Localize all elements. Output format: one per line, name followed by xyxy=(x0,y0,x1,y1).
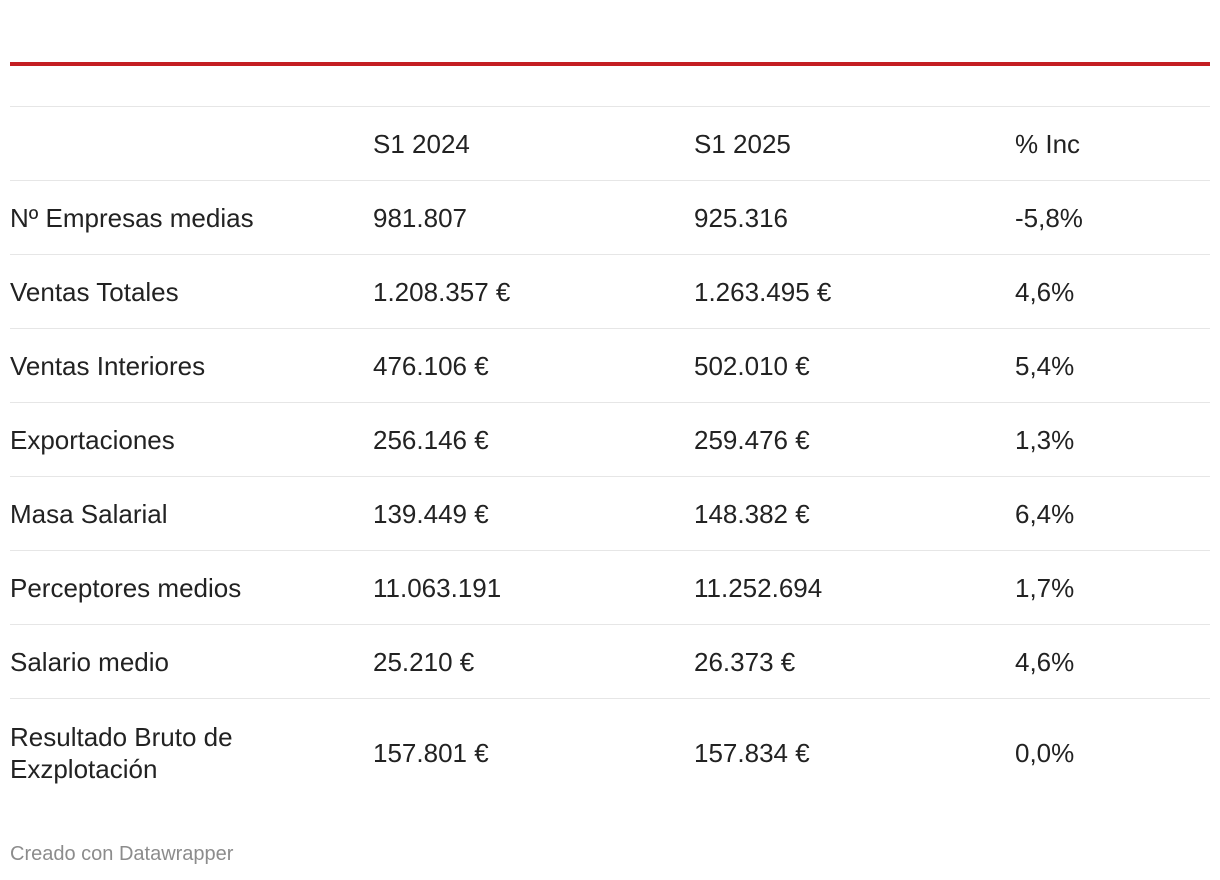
cell-s1-2025: 1.263.495 € xyxy=(694,276,832,307)
header-cell-s1-2025: S1 2025 xyxy=(694,128,791,159)
table-row: Ventas Interiores 476.106 € 502.010 € 5,… xyxy=(10,329,1210,403)
cell-pct-inc: 1,3% xyxy=(1015,424,1075,455)
cell-pct-inc: 4,6% xyxy=(1015,646,1075,677)
accent-rule xyxy=(10,62,1210,66)
cell-s1-2025: 925.316 xyxy=(694,202,788,233)
table-row: Exportaciones 256.146 € 259.476 € 1,3% xyxy=(10,403,1210,477)
table-row: Masa Salarial 139.449 € 148.382 € 6,4% xyxy=(10,477,1210,551)
table-row: Nº Empresas medias 981.807 925.316 -5,8% xyxy=(10,181,1210,255)
cell-s1-2024: 157.801 € xyxy=(373,737,489,768)
row-label: Nº Empresas medias xyxy=(10,202,254,233)
row-label: Ventas Totales xyxy=(10,276,179,307)
cell-s1-2024: 1.208.357 € xyxy=(373,276,511,307)
cell-s1-2024: 256.146 € xyxy=(373,424,489,455)
row-label: Exportaciones xyxy=(10,424,175,455)
data-table: S1 2024 S1 2025 % Inc Nº Empresas medias… xyxy=(10,106,1210,807)
cell-s1-2024: 25.210 € xyxy=(373,646,475,677)
row-label: Masa Salarial xyxy=(10,498,168,529)
table-row: Perceptores medios 11.063.191 11.252.694… xyxy=(10,551,1210,625)
cell-pct-inc: -5,8% xyxy=(1015,202,1083,233)
cell-pct-inc: 5,4% xyxy=(1015,350,1075,381)
header-cell-label xyxy=(10,107,373,181)
row-label: Ventas Interiores xyxy=(10,350,206,381)
header-cell-s1-2024: S1 2024 xyxy=(373,128,470,159)
row-label: Perceptores medios xyxy=(10,572,242,603)
cell-s1-2025: 259.476 € xyxy=(694,424,810,455)
cell-s1-2025: 148.382 € xyxy=(694,498,810,529)
cell-pct-inc: 4,6% xyxy=(1015,276,1075,307)
cell-s1-2025: 26.373 € xyxy=(694,646,796,677)
datawrapper-credit[interactable]: Creado con Datawrapper xyxy=(10,843,234,865)
table-header-row: S1 2024 S1 2025 % Inc xyxy=(10,106,1210,181)
table-row: Resultado Bruto de Exzplotación 157.801 … xyxy=(10,699,1210,807)
cell-s1-2024: 139.449 € xyxy=(373,498,489,529)
cell-s1-2024: 981.807 xyxy=(373,202,467,233)
row-label: Resultado Bruto de Exzplotación xyxy=(10,721,233,784)
cell-s1-2025: 157.834 € xyxy=(694,737,810,768)
cell-s1-2025: 502.010 € xyxy=(694,350,810,381)
cell-s1-2024: 476.106 € xyxy=(373,350,489,381)
table-row: Salario medio 25.210 € 26.373 € 4,6% xyxy=(10,625,1210,699)
cell-s1-2024: 11.063.191 xyxy=(373,572,502,603)
cell-pct-inc: 6,4% xyxy=(1015,498,1075,529)
table-row: Ventas Totales 1.208.357 € 1.263.495 € 4… xyxy=(10,255,1210,329)
row-label: Salario medio xyxy=(10,646,169,677)
cell-pct-inc: 0,0% xyxy=(1015,737,1075,768)
cell-pct-inc: 1,7% xyxy=(1015,572,1075,603)
header-cell-pct-inc: % Inc xyxy=(1015,128,1081,159)
cell-s1-2025: 11.252.694 xyxy=(694,572,823,603)
